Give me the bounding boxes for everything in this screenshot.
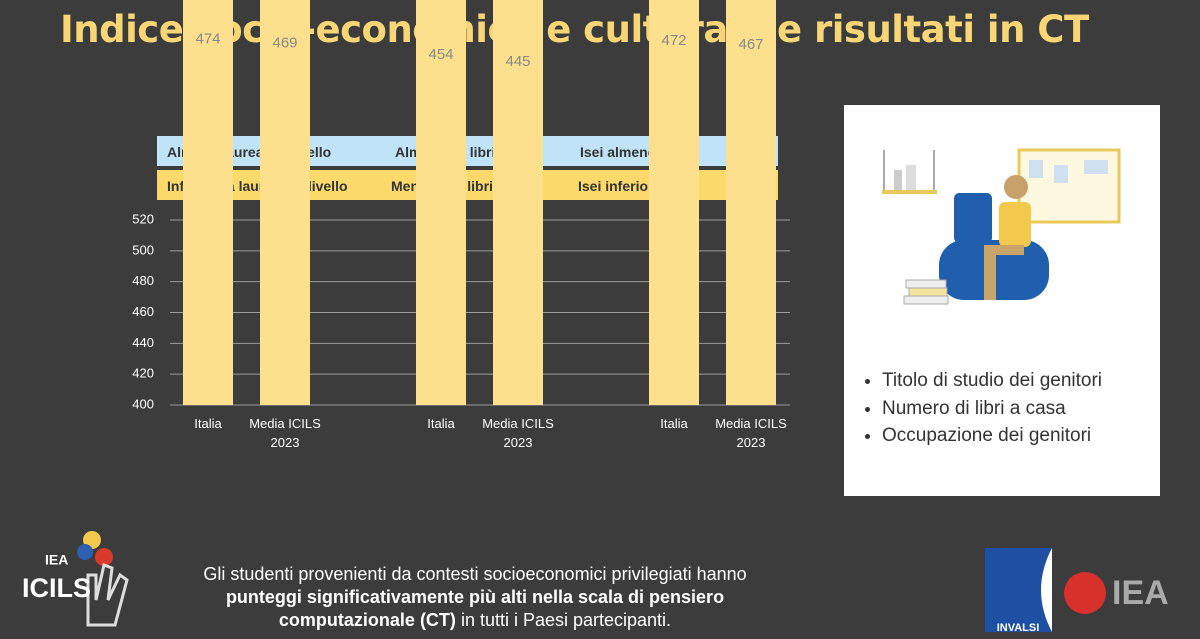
bar-segment [493,0,543,406]
y-tick-label: 480 [132,273,154,288]
x-tick-label: Media ICILS 2023 [715,416,787,450]
footer-text: Gli studenti provenienti da contesti soc… [185,563,765,632]
bar-segment [183,0,233,405]
bar-segment [649,0,699,406]
data-label: 445 [505,53,530,70]
data-label: 467 [738,36,763,53]
data-label: 469 [272,34,297,51]
data-label: 454 [428,46,453,63]
bullet: Numero di libri a casa [882,395,1102,423]
x-tick-label: Media ICILS 2023 [249,416,321,450]
y-tick-label: 500 [132,242,154,257]
data-label: 472 [661,32,686,49]
x-tick-label: Italia [194,416,222,431]
bullet: Titolo di studio dei genitori [882,367,1102,395]
info-panel: Titolo di studio dei genitori Numero di … [844,105,1160,496]
bar-segment [416,0,466,406]
x-tick-label: Media ICILS 2023 [482,416,554,450]
y-tick-label: 420 [132,366,154,381]
x-tick-label: Italia [427,416,455,431]
y-tick-label: 400 [132,396,154,411]
footer-part: in tutti i Paesi partecipanti. [455,610,672,630]
x-tick-label: Italia [660,416,688,431]
footer-bold: punteggi significativamente più alti nel… [225,587,725,630]
data-label: 474 [195,31,220,48]
y-tick-label: 460 [132,304,154,319]
y-tick-label: 440 [132,335,154,350]
bullet: Occupazione dei genitori [882,422,1102,450]
illustration [882,148,1121,305]
footer-part: Gli studenti provenienti da contesti soc… [203,564,747,584]
y-tick-label: 520 [132,211,154,226]
bar-segment [260,0,310,406]
bullet-list: Titolo di studio dei genitori Numero di … [854,367,1102,450]
bar-segment [726,0,776,405]
